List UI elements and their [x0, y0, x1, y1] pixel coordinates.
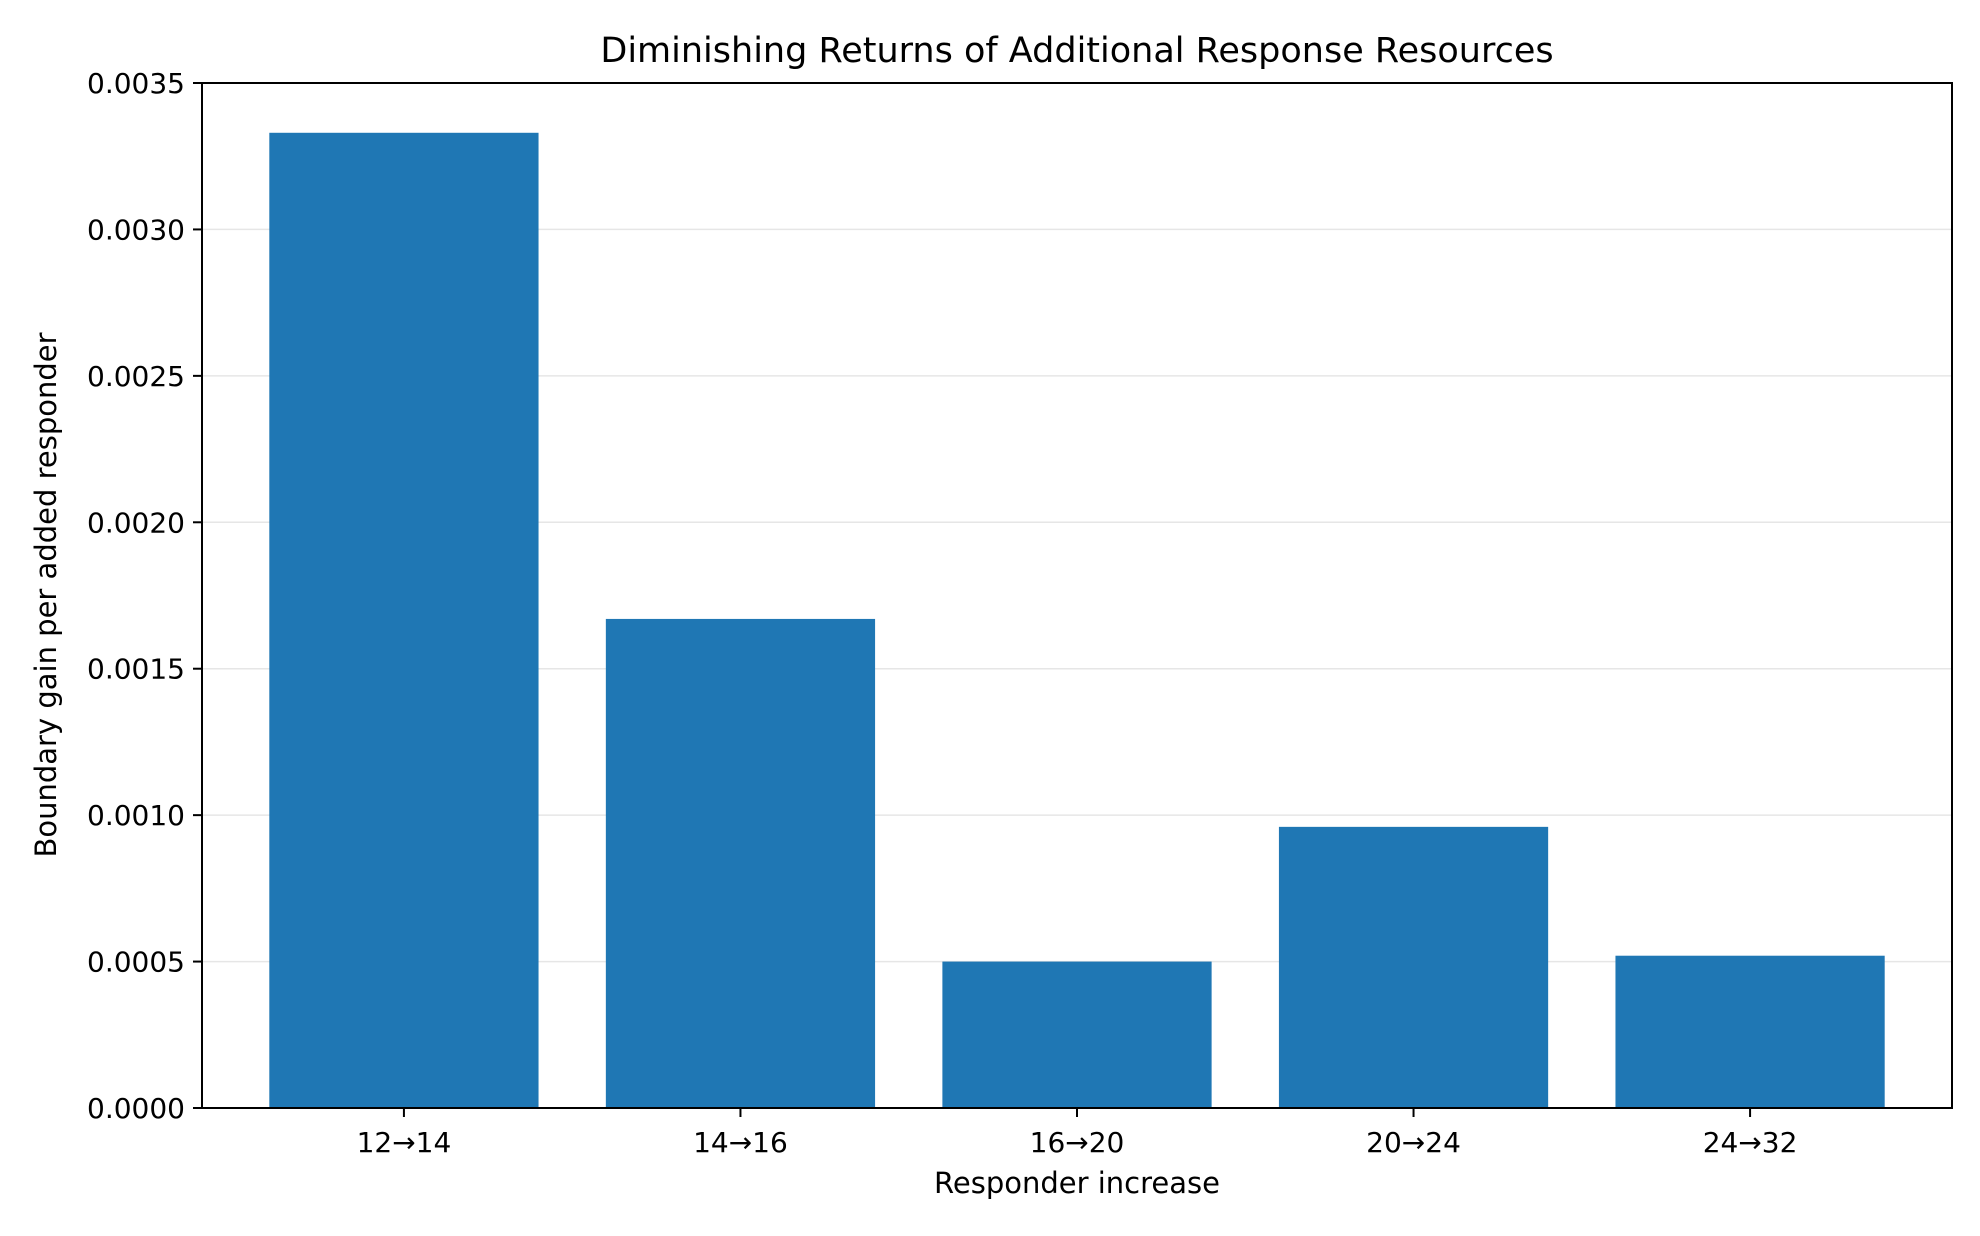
x-axis-ticks: 12→14 14→16 16→20 20→24 24→32	[357, 1108, 1798, 1159]
y-tick-label: 0.0005	[87, 946, 185, 979]
x-tick-label: 20→24	[1366, 1126, 1461, 1159]
y-tick-label: 0.0015	[87, 653, 185, 686]
bar-0	[269, 132, 539, 1109]
x-tick-label: 14→16	[693, 1126, 788, 1159]
bar-1	[605, 618, 876, 1108]
y-tick-label: 0.0025	[87, 360, 185, 393]
x-tick-label: 16→20	[1030, 1126, 1125, 1159]
y-tick-label: 0.0030	[87, 213, 185, 246]
y-tick-label: 0.0020	[87, 506, 185, 539]
bar-3	[1278, 826, 1549, 1108]
x-axis-label: Responder increase	[934, 1166, 1220, 1200]
y-tick-label: 0.0035	[87, 67, 185, 100]
y-tick-label: 0.0000	[87, 1092, 185, 1125]
x-tick-label: 24→32	[1703, 1126, 1798, 1159]
y-tick-label: 0.0010	[87, 799, 185, 832]
chart-title: Diminishing Returns of Additional Respon…	[600, 31, 1553, 71]
y-axis-label: Boundary gain per added responder	[29, 332, 63, 857]
x-tick-label: 12→14	[357, 1126, 452, 1159]
bar-4	[1615, 955, 1885, 1108]
bar-2	[942, 961, 1212, 1108]
bar-layer	[269, 132, 1885, 1109]
y-axis-ticks: 0.0000 0.0005 0.0010 0.0015 0.0020 0.0025 0.00…	[87, 67, 202, 1125]
